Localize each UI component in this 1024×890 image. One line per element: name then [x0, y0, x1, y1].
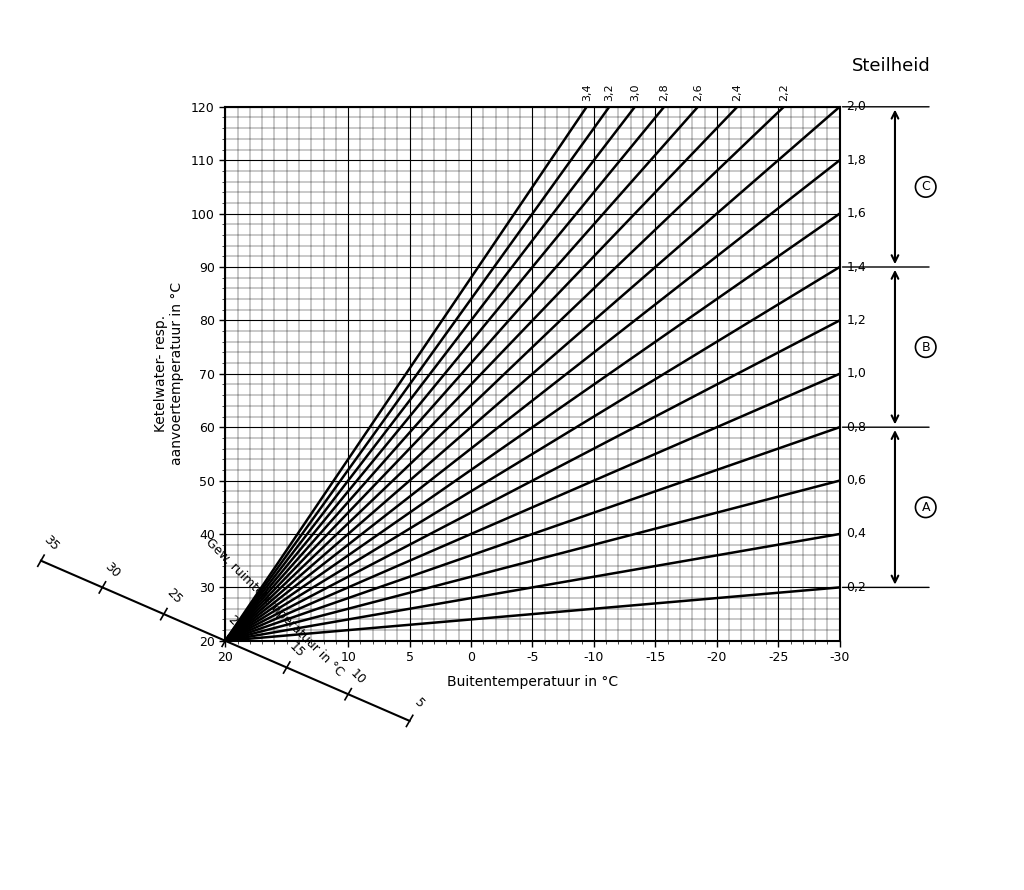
Text: 25: 25 — [164, 587, 184, 607]
Text: 30: 30 — [102, 560, 123, 580]
Text: 5: 5 — [413, 696, 427, 711]
Text: 2,6: 2,6 — [693, 84, 702, 101]
Text: 3,2: 3,2 — [604, 84, 614, 101]
Text: 2,4: 2,4 — [732, 84, 742, 101]
Text: 0,4: 0,4 — [847, 528, 866, 540]
Text: 3,4: 3,4 — [582, 84, 592, 101]
Text: 0,6: 0,6 — [847, 474, 866, 487]
Text: 2,8: 2,8 — [659, 84, 669, 101]
Text: 10: 10 — [348, 667, 369, 687]
Text: 35: 35 — [41, 533, 61, 554]
Text: 2,2: 2,2 — [779, 84, 788, 101]
Text: 2,0: 2,0 — [847, 101, 866, 113]
Y-axis label: Ketelwater- resp.
aanvoertemperatuur in °C: Ketelwater- resp. aanvoertemperatuur in … — [154, 282, 184, 465]
Text: 1,8: 1,8 — [847, 154, 866, 166]
Text: Gew. ruimtetemperatuur in °C: Gew. ruimtetemperatuur in °C — [204, 536, 346, 679]
Text: A: A — [922, 501, 930, 514]
Text: 1,2: 1,2 — [847, 314, 866, 327]
Text: 1,0: 1,0 — [847, 368, 866, 380]
Text: Steilheid: Steilheid — [852, 57, 931, 75]
Text: 0,8: 0,8 — [847, 421, 866, 433]
Text: 0,2: 0,2 — [847, 581, 866, 594]
Text: 3,0: 3,0 — [630, 84, 640, 101]
Text: B: B — [922, 341, 930, 353]
Text: 1,6: 1,6 — [847, 207, 866, 220]
Text: 15: 15 — [287, 640, 307, 660]
Text: 1,4: 1,4 — [847, 261, 866, 273]
X-axis label: Buitentemperatuur in °C: Buitentemperatuur in °C — [446, 676, 618, 690]
Text: C: C — [922, 181, 930, 193]
Text: 20: 20 — [225, 613, 246, 634]
